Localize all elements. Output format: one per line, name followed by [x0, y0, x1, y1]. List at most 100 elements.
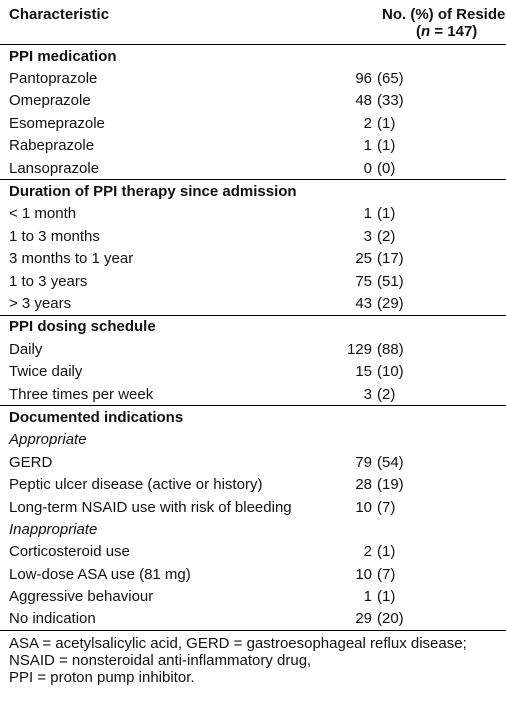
subheading-row: Inappropriate: [0, 518, 506, 540]
section-row: PPI dosing schedule: [0, 314, 506, 339]
header-line: (n = 147): [382, 23, 506, 40]
section-row: Documented indications: [0, 405, 506, 429]
row-label: Rabeprazole: [9, 137, 95, 155]
count: 96: [355, 70, 372, 88]
count: 25: [355, 250, 372, 268]
data-row: Peptic ulcer disease (active or history)…: [0, 473, 506, 495]
percent: (7): [377, 498, 396, 516]
percent: (51): [377, 272, 404, 290]
row-label: Pantoprazole: [9, 70, 98, 88]
table-body: PPI medication Pantoprazole 96 (65) Omeprazo…: [0, 44, 506, 631]
row-label: Daily: [9, 340, 43, 358]
percent: (19): [377, 476, 404, 494]
count: 0: [363, 159, 372, 177]
count: 10: [355, 498, 372, 516]
subheading-row: Appropriate: [0, 429, 506, 451]
header-line: No. (%) of Residents: [382, 6, 506, 23]
row-label: Corticosteroid use: [9, 543, 130, 561]
row-label: < 1 month: [9, 205, 77, 223]
footnote-line: NSAID = nonsteroidal anti-inflammatory d…: [9, 652, 312, 670]
data-row: Aggressive behaviour 1 (1): [0, 585, 506, 607]
header-cell: Characteristic: [0, 0, 330, 45]
data-row: Twice daily 15 (10): [0, 360, 506, 382]
data-row: 1 to 3 months 3 (2): [0, 225, 506, 247]
data-row: Low-dose ASA use (81 mg) 10 (7): [0, 563, 506, 585]
count: 2: [363, 114, 372, 132]
row-label: Twice daily: [9, 363, 83, 381]
row-label: > 3 years: [9, 294, 72, 312]
data-row: Lansoprazole 0 (0): [0, 157, 506, 180]
data-row: Daily 129 (88): [0, 338, 506, 360]
percent: (1): [377, 205, 396, 223]
data-row: GERD 79 (54): [0, 451, 506, 473]
data-row: No indication 29 (20): [0, 608, 506, 631]
section-title: Documented indications: [0, 405, 506, 429]
percent: (54): [377, 453, 404, 471]
data-row: Long-term NSAID use with risk of bleedin…: [0, 496, 506, 518]
row-label: Low-dose ASA use (81 mg): [9, 565, 191, 583]
header-cell: No. (%) of Residents (n = 147): [330, 0, 506, 45]
row-label: Three times per week: [9, 385, 154, 403]
count: 1: [363, 137, 372, 155]
percent: (88): [377, 340, 404, 358]
count: 43: [355, 294, 372, 312]
row-label: Peptic ulcer disease (active or history): [9, 476, 263, 494]
data-row: Three times per week 3 (2): [0, 383, 506, 406]
section-title: Duration of PPI therapy since admission: [0, 179, 506, 203]
row-label: Aggressive behaviour: [9, 588, 154, 606]
percent: (0): [377, 159, 396, 177]
section-row: PPI medication: [0, 44, 506, 68]
data-row: Esomeprazole 2 (1): [0, 112, 506, 134]
section-row: Duration of PPI therapy since admission: [0, 179, 506, 203]
percent: (1): [377, 588, 396, 606]
percent: (1): [377, 137, 396, 155]
percent: (2): [377, 385, 396, 403]
header-text: = 147): [430, 23, 478, 40]
count: 2: [363, 543, 372, 561]
count: 1: [363, 205, 372, 223]
percent: (20): [377, 610, 404, 628]
percent: (65): [377, 70, 404, 88]
row-label: Esomeprazole: [9, 114, 105, 132]
count: 75: [355, 272, 372, 290]
subheading: Appropriate: [9, 431, 87, 449]
row-label: 3 months to 1 year: [9, 250, 134, 268]
count: 3: [363, 385, 372, 403]
count: 1: [363, 588, 372, 606]
row-label: Omeprazole: [9, 92, 91, 110]
table-header: Characteristic No. (%) of Residents (n =…: [0, 0, 506, 45]
percent: (1): [377, 543, 396, 561]
subheading: Inappropriate: [9, 520, 98, 538]
row-label: GERD: [9, 453, 53, 471]
header-row: Characteristic No. (%) of Residents (n =…: [0, 0, 506, 45]
data-row: < 1 month 1 (1): [0, 203, 506, 225]
row-label: 1 to 3 months: [9, 227, 100, 245]
header-text: n: [421, 23, 431, 40]
count: 15: [355, 363, 372, 381]
footnote: ASA = acetylsalicylic acid, GERD = gastr…: [0, 631, 506, 686]
header-text: (: [416, 23, 421, 40]
count: 29: [355, 610, 372, 628]
count: 10: [355, 565, 372, 583]
footnote-line: PPI = proton pump inhibitor.: [9, 669, 195, 687]
count: 28: [355, 476, 372, 494]
count: 79: [355, 453, 372, 471]
data-row: 1 to 3 years 75 (51): [0, 270, 506, 292]
data-row: > 3 years 43 (29): [0, 292, 506, 315]
percent: (29): [377, 294, 404, 312]
data-row: Corticosteroid use 2 (1): [0, 541, 506, 563]
row-label: Long-term NSAID use with risk of bleedin…: [9, 498, 292, 516]
count: 3: [363, 227, 372, 245]
row-label: Lansoprazole: [9, 159, 100, 177]
percent: (33): [377, 92, 404, 110]
count: 48: [355, 92, 372, 110]
row-label: No indication: [9, 610, 96, 628]
percent: (17): [377, 250, 404, 268]
data-row: 3 months to 1 year 25 (17): [0, 248, 506, 270]
data-row: Pantoprazole 96 (65): [0, 67, 506, 89]
section-title: PPI dosing schedule: [0, 314, 506, 339]
section-title: PPI medication: [0, 44, 506, 68]
data-row: Omeprazole 48 (33): [0, 90, 506, 112]
table: Characteristic No. (%) of Residents (n =…: [0, 0, 506, 632]
